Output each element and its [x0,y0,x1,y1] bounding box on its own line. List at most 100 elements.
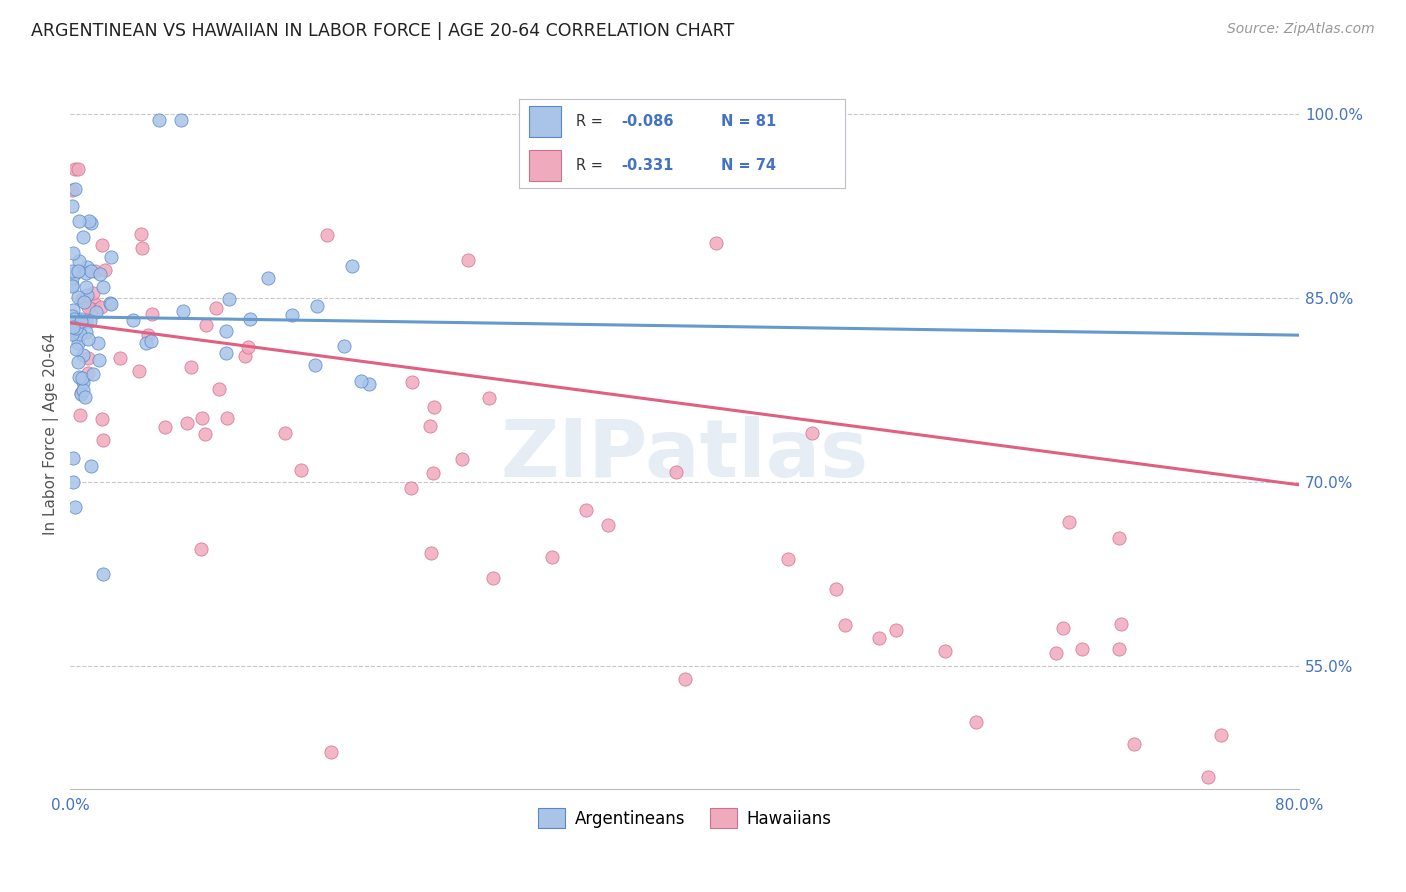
Point [62,450,84,465]
Point [540,550,562,565]
Point [70,371,93,385]
Point [70,311,93,326]
Point [304,358,326,372]
Point [80,302,103,317]
Point [70,292,93,306]
Point [868,631,890,645]
Point [316,228,339,243]
Point [321,746,343,760]
Point [359,376,381,391]
Point [60,323,83,337]
Point [83,264,105,278]
Point [83,296,105,310]
Point [215,346,238,360]
Point [93,434,115,448]
Point [825,582,848,596]
Point [141,308,163,322]
Point [91,279,114,293]
Point [934,644,956,658]
Point [60,264,83,278]
Point [340,260,363,274]
Point [66,355,89,369]
Point [76,260,98,274]
Point [76,287,98,301]
Point [477,391,499,405]
Point [73,295,96,310]
Point [172,304,194,318]
Point [67,264,90,278]
Point [62,319,84,334]
Point [79,313,101,327]
Point [67,369,90,384]
Point [122,313,145,327]
Point [82,367,104,381]
Point [1108,531,1130,545]
Point [91,237,114,252]
Point [77,300,100,314]
Point [60,183,83,197]
Point [63,182,86,196]
Point [63,312,86,326]
Point [190,411,212,425]
Point [72,348,94,362]
Point [91,567,114,582]
Point [72,383,94,397]
Point [215,324,238,338]
Point [77,332,100,346]
Point [63,500,86,514]
Point [75,325,97,339]
Point [63,162,86,177]
Point [194,426,217,441]
Point [98,296,121,310]
Point [90,300,112,314]
Point [451,451,474,466]
Point [148,113,170,128]
Point [91,412,114,426]
Point [66,329,89,343]
Point [180,360,202,375]
Point [239,312,262,326]
Point [965,715,987,730]
Point [673,672,696,686]
Point [801,426,824,441]
Point [87,336,110,351]
Point [62,322,84,336]
Point [153,420,176,434]
Point [596,517,619,532]
Text: ZIPatlas: ZIPatlas [501,416,869,493]
Point [170,113,193,128]
Point [72,230,94,244]
Point [100,296,122,310]
Point [350,374,373,388]
Point [67,254,90,268]
Point [195,318,218,332]
Point [94,263,117,277]
Point [307,299,329,313]
Point [65,342,87,356]
Y-axis label: In Labor Force | Age 20-64: In Labor Force | Age 20-64 [44,332,59,534]
Point [69,314,91,328]
Point [419,418,441,433]
Point [129,227,152,242]
Point [128,364,150,378]
Point [208,382,231,396]
Point [77,351,100,366]
Point [1108,642,1130,657]
Point [131,241,153,255]
Point [69,408,91,422]
Point [84,305,107,319]
Point [190,542,212,557]
Point [69,327,91,342]
Point [67,213,90,227]
Point [401,481,423,495]
Point [66,335,89,350]
Point [1122,738,1144,752]
Point [60,278,83,293]
Point [141,334,163,348]
Point [274,426,297,441]
Point [62,475,84,490]
Legend: Argentineans, Hawaiians: Argentineans, Hawaiians [531,802,838,834]
Point [62,302,84,317]
Point [100,250,122,264]
Point [63,266,86,280]
